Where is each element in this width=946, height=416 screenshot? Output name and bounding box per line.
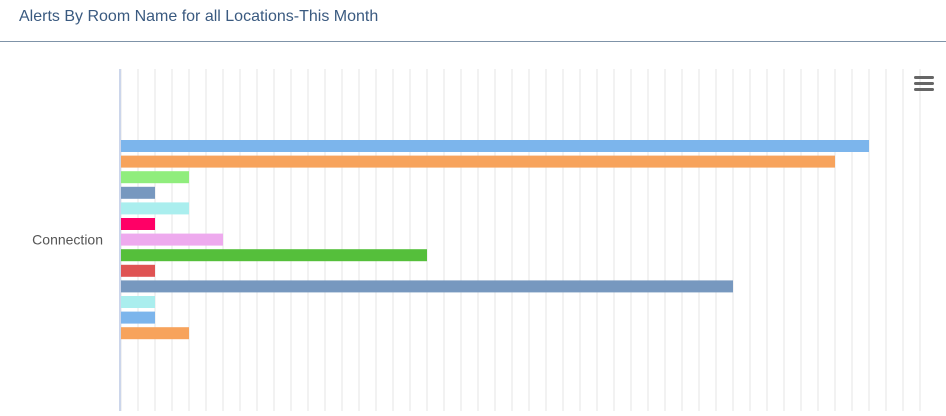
category-labels: Connection	[32, 232, 103, 248]
chart-title: Alerts By Room Name for all Locations-Th…	[19, 8, 379, 25]
chart-header: Alerts By Room Name for all Locations-Th…	[0, 0, 946, 42]
bar-2[interactable]	[121, 155, 835, 168]
chart-area: Connection	[0, 43, 946, 416]
bar-6[interactable]	[121, 218, 155, 230]
bar-7[interactable]	[121, 233, 223, 246]
bar-13[interactable]	[121, 327, 189, 340]
category-label: Connection	[32, 232, 103, 248]
hamburger-menu-icon[interactable]	[914, 76, 934, 91]
bar-9[interactable]	[121, 264, 155, 277]
bar-4[interactable]	[121, 186, 155, 199]
grid-lines	[119, 69, 921, 411]
bar-series-group	[121, 140, 869, 340]
bar-3[interactable]	[121, 171, 189, 184]
bar-1[interactable]	[121, 140, 869, 152]
bar-5[interactable]	[121, 202, 189, 215]
bar-chart: Connection	[32, 69, 934, 411]
bar-12[interactable]	[121, 311, 155, 324]
bar-11[interactable]	[121, 296, 155, 308]
bar-8[interactable]	[121, 249, 427, 262]
bar-10[interactable]	[121, 280, 733, 293]
